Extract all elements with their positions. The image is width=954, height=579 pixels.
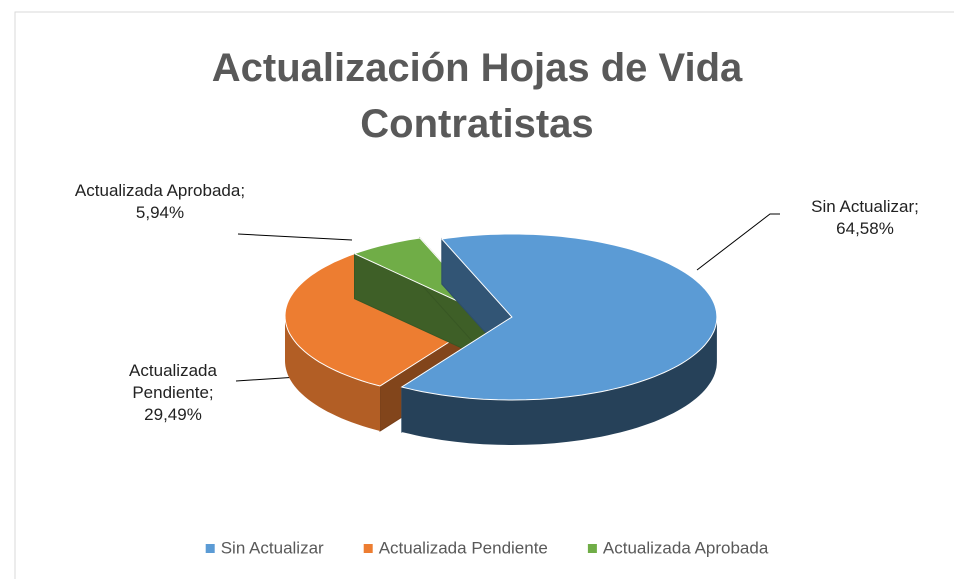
data-label-category: Actualizada Pendiente — [129, 361, 217, 402]
slice — [400, 233, 718, 401]
data-label-separator: ; — [914, 197, 919, 216]
leader-line — [235, 376, 299, 382]
data-label: Sin Actualizar; 64,58% — [790, 196, 940, 240]
data-label-separator: ; — [240, 181, 246, 200]
chart-title: Actualización Hojas de Vida Contratistas — [211, 46, 743, 146]
leader-line — [696, 213, 780, 271]
legend-label: Actualizada Pendiente — [379, 538, 548, 557]
data-label-category: Actualizada Aprobada — [74, 181, 241, 200]
data-label: Actualizada Pendiente; 29,49% — [108, 360, 238, 426]
legend-swatch — [205, 544, 215, 553]
data-label: Actualizada Aprobada; 5,94% — [60, 180, 260, 224]
slice-side — [285, 316, 380, 431]
slice-side — [401, 317, 717, 445]
slice — [284, 253, 492, 387]
data-label-value: 29,49% — [144, 405, 202, 424]
data-label-value: 5,94% — [135, 203, 185, 222]
legend-label: Sin Actualizar — [221, 538, 324, 557]
chart-border — [14, 11, 954, 579]
data-label-value: 64,58% — [836, 219, 894, 238]
data-label-separator: ; — [208, 383, 214, 402]
legend-swatch — [587, 544, 597, 553]
legend-label: Actualizada Aprobada — [603, 538, 769, 557]
leader-line — [237, 233, 353, 241]
legend: Sin Actualizar Actualizada Pendiente Actua… — [205, 538, 769, 557]
legend-swatch — [363, 544, 373, 553]
data-label-category: Sin Actualizar — [811, 197, 915, 216]
